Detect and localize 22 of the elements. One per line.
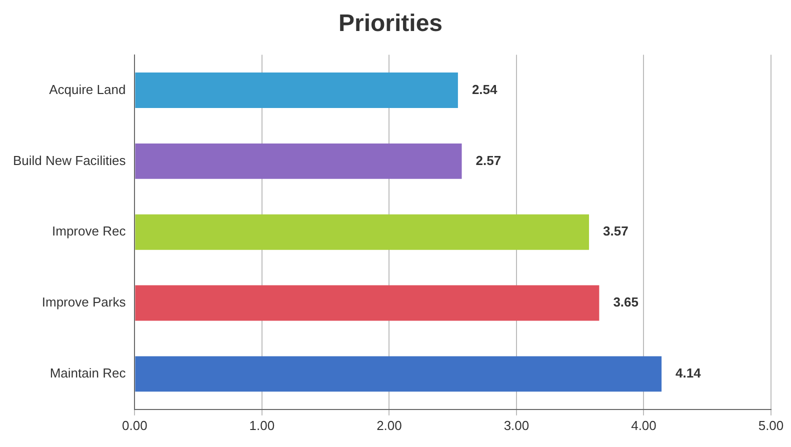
- data-label: 4.14: [676, 366, 702, 381]
- y-tick-label: Improve Rec: [52, 224, 126, 239]
- data-label: 2.54: [472, 82, 498, 97]
- x-tick-label: 3.00: [504, 418, 530, 433]
- x-tick-label: 5.00: [758, 418, 784, 433]
- data-label: 3.57: [603, 224, 628, 239]
- y-tick-label: Build New Facilities: [13, 152, 126, 168]
- y-tick-label: Improve Parks: [42, 294, 126, 310]
- bar: [135, 214, 590, 250]
- bar: [135, 72, 458, 108]
- bar: [135, 285, 600, 321]
- data-label: 3.65: [613, 294, 639, 310]
- data-label: 2.57: [476, 152, 502, 168]
- y-tick-label: Acquire Land: [49, 82, 126, 97]
- x-tick-label: 4.00: [631, 418, 656, 433]
- y-tick-label: Maintain Rec: [50, 366, 126, 381]
- bar: [135, 356, 662, 392]
- bar: [135, 143, 462, 179]
- x-tick-label: 1.00: [249, 418, 275, 433]
- chart-title: Priorities: [338, 10, 443, 38]
- x-tick-label: 2.00: [376, 418, 402, 433]
- x-tick-label: 0.00: [122, 418, 148, 433]
